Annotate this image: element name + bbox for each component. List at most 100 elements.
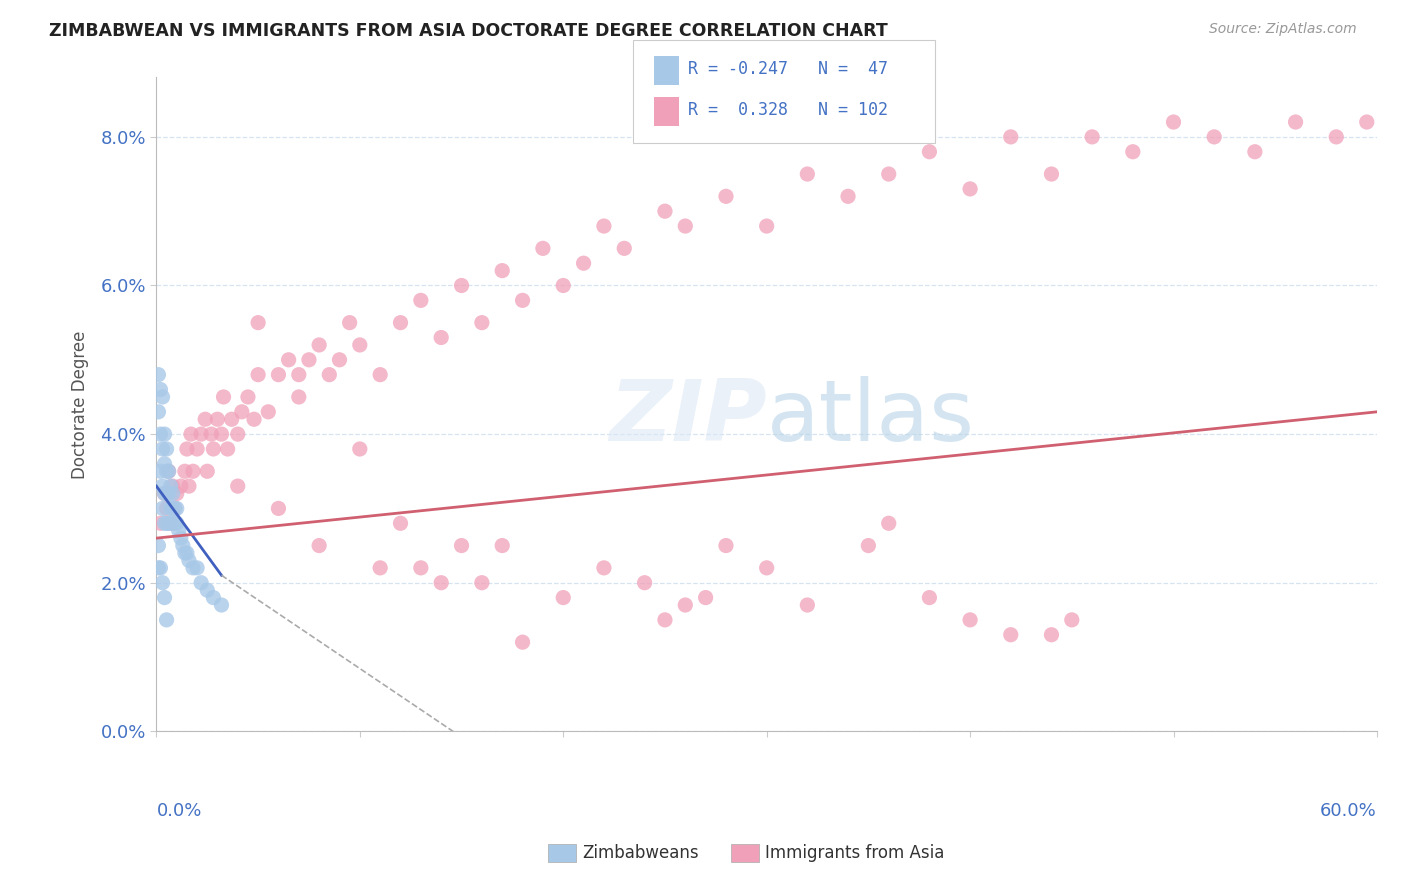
Point (247, 368, 270, 382)
Point (796, 598, 818, 612)
Point (195, 583, 218, 598)
Point (152, 442, 174, 456)
Point (217, 442, 239, 456)
Point (149, 516, 172, 531)
Point (155, 501, 177, 516)
Point (450, 278, 472, 293)
Point (430, 330, 453, 344)
Point (194, 412, 217, 426)
Point (633, 575, 655, 590)
Point (176, 546, 198, 560)
Point (918, 591, 941, 605)
Point (308, 338, 330, 352)
Point (1040, 167, 1063, 181)
Point (298, 352, 321, 367)
Point (155, 613, 177, 627)
Point (714, 539, 737, 553)
Point (186, 442, 208, 456)
Point (837, 189, 859, 203)
Text: ZIP: ZIP (609, 376, 766, 459)
Point (1000, 628, 1022, 642)
Point (471, 575, 494, 590)
Text: ZIMBABWEAN VS IMMIGRANTS FROM ASIA DOCTORATE DEGREE CORRELATION CHART: ZIMBABWEAN VS IMMIGRANTS FROM ASIA DOCTO… (49, 22, 889, 40)
Point (918, 145, 941, 159)
Point (654, 204, 676, 219)
Point (553, 278, 575, 293)
Point (368, 561, 391, 575)
Text: Source: ZipAtlas.com: Source: ZipAtlas.com (1209, 22, 1357, 37)
Point (148, 405, 170, 419)
Point (173, 546, 195, 560)
Point (673, 598, 696, 612)
Point (159, 516, 181, 531)
Point (166, 516, 188, 531)
Point (153, 486, 176, 500)
Point (172, 539, 194, 553)
Point (593, 219, 616, 233)
Point (153, 516, 176, 531)
Point (1204, 129, 1226, 144)
Point (226, 479, 249, 493)
Point (288, 368, 311, 382)
Text: R =  0.328   N = 102: R = 0.328 N = 102 (688, 101, 887, 119)
Point (243, 412, 266, 426)
Point (288, 390, 311, 404)
Text: Immigrants from Asia: Immigrants from Asia (765, 844, 945, 862)
Text: 60.0%: 60.0% (1320, 802, 1376, 820)
Point (318, 368, 340, 382)
Point (236, 390, 259, 404)
Point (959, 613, 981, 627)
Point (170, 531, 193, 545)
Point (153, 591, 176, 605)
Point (1081, 129, 1104, 144)
Point (177, 553, 200, 567)
Point (207, 412, 229, 426)
Point (226, 427, 249, 442)
Point (389, 516, 412, 531)
Point (1163, 115, 1185, 129)
Point (166, 486, 188, 500)
Point (491, 263, 513, 277)
Point (153, 427, 176, 442)
Point (796, 167, 818, 181)
Point (1000, 129, 1022, 144)
Point (186, 561, 208, 575)
Point (755, 219, 778, 233)
Point (153, 486, 176, 500)
Point (162, 479, 184, 493)
Point (190, 427, 212, 442)
Point (148, 368, 170, 382)
Point (181, 561, 204, 575)
Point (159, 516, 181, 531)
Point (180, 427, 202, 442)
Point (877, 167, 900, 181)
Point (695, 591, 717, 605)
Point (1060, 613, 1083, 627)
Point (654, 613, 676, 627)
Point (200, 427, 222, 442)
Point (755, 561, 778, 575)
Point (157, 516, 180, 531)
Point (593, 561, 616, 575)
Point (613, 241, 636, 255)
Point (170, 479, 193, 493)
Point (858, 539, 880, 553)
Point (202, 442, 225, 456)
Point (149, 464, 172, 478)
Point (512, 635, 534, 649)
Point (512, 293, 534, 308)
Point (247, 316, 270, 330)
Point (155, 442, 177, 456)
Point (190, 575, 212, 590)
Point (349, 338, 371, 352)
Point (257, 405, 280, 419)
Point (163, 501, 186, 516)
Point (328, 352, 350, 367)
Point (212, 390, 235, 404)
Point (149, 561, 172, 575)
Point (149, 427, 172, 442)
Point (231, 405, 253, 419)
Point (149, 383, 172, 397)
Point (173, 464, 195, 478)
Point (155, 464, 177, 478)
